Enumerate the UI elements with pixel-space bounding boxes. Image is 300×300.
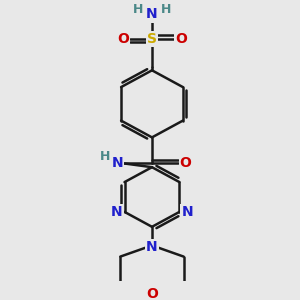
Text: O: O [180,157,192,170]
Text: N: N [146,8,158,21]
Text: N: N [182,205,193,219]
Text: O: O [146,287,158,300]
Text: H: H [161,3,171,16]
Text: N: N [111,205,122,219]
Text: O: O [117,32,129,46]
Text: H: H [100,149,111,163]
Text: O: O [175,32,187,46]
Text: N: N [112,157,123,170]
Text: H: H [133,3,143,16]
Text: N: N [146,240,158,254]
Text: S: S [147,32,157,46]
